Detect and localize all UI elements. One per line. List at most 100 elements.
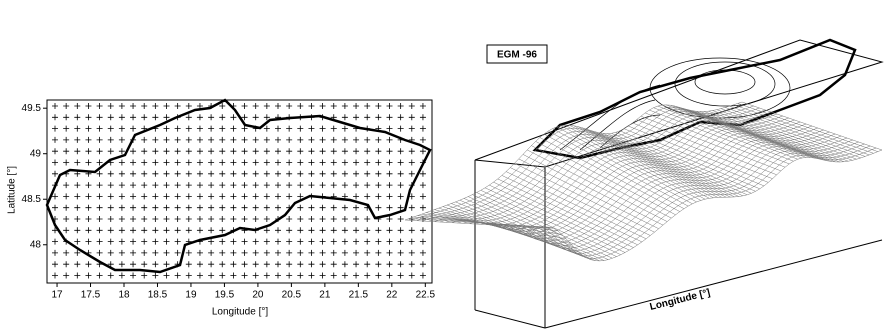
grid-cross [319, 216, 326, 222]
mesh-line [484, 187, 626, 253]
grid-cross [419, 182, 426, 189]
mesh-line [636, 119, 777, 176]
grid-cross [297, 204, 304, 211]
grid-cross [52, 159, 58, 166]
mesh-line [518, 158, 659, 229]
grid-cross [408, 103, 415, 109]
grid-cross [52, 249, 58, 256]
grid-cross [375, 227, 382, 234]
grid-cross [63, 159, 70, 166]
mesh-line [712, 110, 853, 161]
grid-cross [85, 193, 92, 200]
mesh-line [459, 199, 600, 262]
grid-cross [118, 249, 125, 256]
grid-cross [118, 193, 125, 200]
grid-cross [230, 249, 237, 256]
grid-cross [52, 103, 58, 109]
grid-cross [263, 204, 270, 211]
grid-cross [152, 249, 159, 256]
grid-cross [141, 272, 148, 279]
country-outline [45, 98, 432, 274]
grid-cross [118, 125, 125, 132]
grid-cross [375, 148, 382, 155]
grid-cross [174, 193, 181, 200]
grid-cross [107, 261, 114, 268]
mesh-line [674, 105, 815, 159]
grid-cross [208, 136, 215, 143]
grid-cross [408, 227, 415, 234]
grid-cross [185, 103, 192, 109]
mesh-line [581, 127, 723, 198]
grid-cross [386, 216, 393, 222]
mesh-line [670, 104, 811, 158]
grid-cross [85, 227, 92, 234]
grid-cross [107, 170, 114, 177]
grid-cross [174, 238, 181, 245]
grid-cross [319, 125, 326, 132]
grid-cross [174, 272, 181, 279]
grid-cross [219, 249, 226, 256]
grid-cross [141, 114, 148, 121]
grid-cross [52, 193, 58, 200]
grid-cross [330, 272, 337, 279]
grid-cross [219, 170, 226, 177]
grid-cross [130, 114, 137, 121]
grid-cross [364, 238, 371, 245]
grid-cross [386, 136, 393, 143]
grid-cross [163, 114, 170, 121]
mesh-line [729, 105, 870, 156]
grid-cross [141, 249, 148, 256]
grid-cross [241, 261, 248, 268]
grid-cross [130, 204, 137, 211]
mesh-line [451, 203, 592, 261]
grid-cross [85, 272, 92, 279]
grid-cross [364, 136, 371, 143]
grid-cross [52, 148, 58, 155]
grid-cross [364, 249, 371, 256]
grid-cross [196, 148, 203, 155]
grid-cross [364, 261, 371, 268]
grid-points [52, 103, 426, 279]
grid-cross [297, 238, 304, 245]
grid-cross [52, 170, 58, 177]
grid-cross [419, 125, 426, 132]
grid-cross [375, 103, 382, 109]
mesh-line [628, 125, 769, 183]
grid-cross [152, 193, 159, 200]
x-tick-label: 18.5 [148, 290, 168, 301]
x-tick-label: 19.5 [215, 290, 235, 301]
grid-cross [163, 249, 170, 256]
mesh-line [649, 109, 790, 165]
x-tick-label: 21 [319, 290, 331, 301]
grid-cross [208, 204, 215, 211]
grid-cross [275, 182, 281, 189]
grid-cross [208, 159, 215, 166]
grid-cross [174, 216, 181, 222]
grid-cross [152, 136, 159, 143]
grid-cross [252, 148, 259, 155]
grid-cross [118, 227, 125, 234]
grid-cross [196, 103, 203, 109]
mesh-line [556, 126, 697, 203]
mesh-line [615, 132, 756, 192]
grid-cross [397, 103, 404, 109]
grid-cross [196, 136, 203, 143]
grid-cross [174, 170, 181, 177]
grid-cross [353, 227, 360, 234]
grid-cross [63, 193, 70, 200]
grid-cross [308, 125, 315, 132]
grid-cross [141, 136, 148, 143]
grid-cross [185, 249, 192, 256]
grid-cross [386, 238, 393, 245]
grid-cross [275, 249, 281, 256]
grid-cross [308, 136, 315, 143]
grid-cross [52, 125, 58, 132]
grid-cross [408, 170, 415, 177]
grid-cross [85, 182, 92, 189]
mesh-line [544, 149, 883, 262]
grid-cross [74, 216, 81, 222]
panel-title: EGM -96 [497, 50, 537, 61]
y-axis-label: Latitude [°] [7, 166, 18, 214]
grid-cross [330, 227, 337, 234]
grid-cross [341, 103, 348, 109]
